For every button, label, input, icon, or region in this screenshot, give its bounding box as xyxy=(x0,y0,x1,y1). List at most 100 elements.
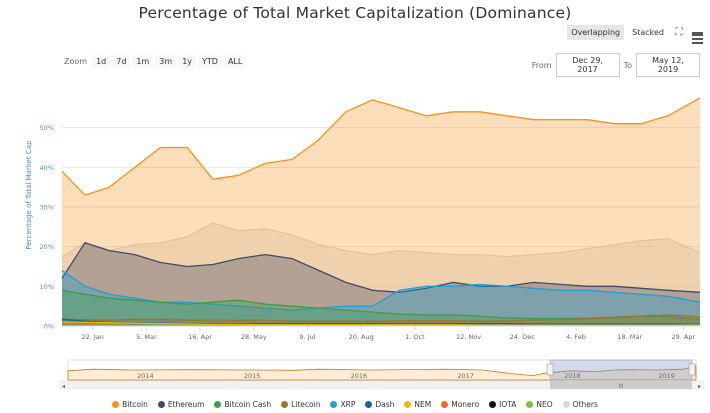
series-area-others xyxy=(62,222,700,326)
from-date-input[interactable]: Dec 29, 2017 xyxy=(555,53,620,77)
x-tick-label: 1. Oct xyxy=(405,333,425,341)
x-axis-ticks: 22. Jan 5. Mar 16. Apr 28. May 9. Jul 20. Aug… xyxy=(81,326,696,341)
y-tick-label: 50% xyxy=(40,124,54,132)
series-line-litecoin[interactable] xyxy=(61,314,701,322)
legend-item-nem[interactable]: NEM xyxy=(404,400,431,409)
zoom-1m-button[interactable]: 1m xyxy=(132,55,154,68)
chart-toolbar: Overlapping Stacked ⛶ xyxy=(567,25,704,44)
legend-item-others[interactable]: Others xyxy=(562,400,598,409)
series-line-bitcoin[interactable] xyxy=(61,97,701,196)
series-line-others[interactable] xyxy=(61,222,701,258)
navigator[interactable]: 2014 2015 2016 2017 2018 2019 ◂ ▸ III xyxy=(59,359,705,390)
legend-item-iota[interactable]: IOTA xyxy=(489,400,516,409)
legend-marker xyxy=(365,401,373,408)
navigator-year-label: 2016 xyxy=(351,372,368,380)
stacked-button[interactable]: Stacked xyxy=(632,28,664,37)
legend-label: Dash xyxy=(375,400,395,409)
navigator-handle-right[interactable] xyxy=(688,363,696,376)
zoom-7d-button[interactable]: 7d xyxy=(112,55,131,68)
legend-item-monero[interactable]: Monero xyxy=(441,400,479,409)
legend-marker xyxy=(489,401,497,408)
zoom-controls: Zoom 1d 7d 1m 3m 1y YTD ALL xyxy=(64,55,247,68)
legend-label: XRP xyxy=(340,400,356,409)
scrollbar-grip: III xyxy=(619,384,623,390)
legend-marker xyxy=(281,401,289,408)
legend-marker xyxy=(441,401,449,408)
zoom-ytd-button[interactable]: YTD xyxy=(198,55,222,68)
from-label: From xyxy=(531,60,552,70)
chart-title: Percentage of Total Market Capitalizatio… xyxy=(138,4,572,22)
legend-marker xyxy=(562,401,570,408)
legend-label: Litecoin xyxy=(291,400,321,409)
legend-label: Bitcoin Cash xyxy=(224,400,272,409)
navigator-selection[interactable] xyxy=(549,359,693,381)
legend-item-ethereum[interactable]: Ethereum xyxy=(157,400,205,409)
x-tick-label: 12. Nov xyxy=(456,333,481,341)
scroll-left-arrow[interactable]: ◂ xyxy=(62,383,65,390)
navigator-year-label: 2017 xyxy=(457,372,474,380)
series-area-xrp xyxy=(62,270,700,326)
y-tick-label: 0% xyxy=(44,323,54,331)
zoom-all-button[interactable]: ALL xyxy=(223,55,247,68)
date-range: From Dec 29, 2017 To May 12, 2019 xyxy=(532,53,700,77)
x-tick-label: 28. May xyxy=(241,333,267,341)
x-tick-label: 24. Dec xyxy=(510,333,535,341)
x-tick-label: 22. Jan xyxy=(81,333,103,341)
to-label: To xyxy=(623,60,632,70)
navigator-year-label: 2019 xyxy=(658,372,675,380)
x-tick-label: 9. Jul xyxy=(299,333,315,341)
legend-label: IOTA xyxy=(499,400,517,409)
legend-label: NEO xyxy=(536,400,553,409)
navigator-year-label: 2018 xyxy=(564,372,581,380)
legend-item-neo[interactable]: NEO xyxy=(526,400,553,409)
legend-label: Bitcoin xyxy=(122,400,148,409)
x-tick-label: 18. Mar xyxy=(617,333,642,341)
navigator-year-label: 2014 xyxy=(137,372,154,380)
zoom-3m-button[interactable]: 3m xyxy=(155,55,177,68)
x-tick-label: 4. Feb xyxy=(566,333,586,341)
legend-marker xyxy=(526,401,534,408)
legend-marker xyxy=(157,401,165,408)
series-line-bitcoin-cash[interactable] xyxy=(61,289,701,320)
zoom-label: Zoom xyxy=(64,57,88,66)
legend-item-bitcoin-cash[interactable]: Bitcoin Cash xyxy=(214,400,271,409)
legend-item-dash[interactable]: Dash xyxy=(365,400,394,409)
overlapping-button[interactable]: Overlapping xyxy=(567,25,625,40)
legend-item-xrp[interactable]: XRP xyxy=(330,400,355,409)
navigator-series xyxy=(67,365,697,381)
fullscreen-icon[interactable]: ⛶ xyxy=(675,27,683,38)
x-tick-label: 29. Apr xyxy=(672,333,696,341)
legend-label: Ethereum xyxy=(167,400,205,409)
scrollbar-track[interactable] xyxy=(59,380,705,390)
x-tick-label: 5. Mar xyxy=(136,333,157,341)
x-tick-label: 16. Apr xyxy=(188,333,212,341)
to-date-input[interactable]: May 12, 2019 xyxy=(636,53,700,77)
legend-label: Monero xyxy=(451,400,480,409)
legend-item-bitcoin[interactable]: Bitcoin xyxy=(112,400,148,409)
navigator-handle-left[interactable] xyxy=(546,363,554,376)
legend-item-litecoin[interactable]: Litecoin xyxy=(281,400,320,409)
legend-label: Others xyxy=(572,400,598,409)
y-axis-ticks: 0% 10% 20% 30% 40% 50% xyxy=(40,124,54,330)
series-line-nem[interactable] xyxy=(61,321,700,326)
chart-svg: 0% 10% 20% 30% 40% 50% 22. Jan 5. Mar 16. Apr 28… xyxy=(25,97,705,390)
scroll-right-arrow[interactable]: ▸ xyxy=(698,383,701,390)
y-tick-label: 40% xyxy=(40,164,54,172)
series-area-bitcoin xyxy=(62,97,700,327)
x-tick-label: 20. Aug xyxy=(349,333,374,341)
series-areas xyxy=(61,97,701,327)
legend-marker xyxy=(214,401,222,408)
y-tick-label: 20% xyxy=(40,243,54,251)
series-line-ethereum[interactable] xyxy=(61,242,701,293)
legend: Bitcoin Ethereum Bitcoin Cash Litecoin XRP Da… xyxy=(0,400,710,409)
scrollbar-thumb[interactable] xyxy=(550,381,692,389)
y-tick-label: 30% xyxy=(40,204,54,212)
y-axis-label: Percentage of Total Market Cap xyxy=(25,140,33,250)
y-tick-label: 10% xyxy=(40,283,54,291)
legend-marker xyxy=(112,401,120,408)
menu-icon[interactable] xyxy=(690,26,704,44)
zoom-1y-button[interactable]: 1y xyxy=(178,55,197,68)
legend-label: NEM xyxy=(414,400,432,409)
zoom-1d-button[interactable]: 1d xyxy=(92,55,111,68)
series-area-bitcoin-cash xyxy=(62,290,700,326)
